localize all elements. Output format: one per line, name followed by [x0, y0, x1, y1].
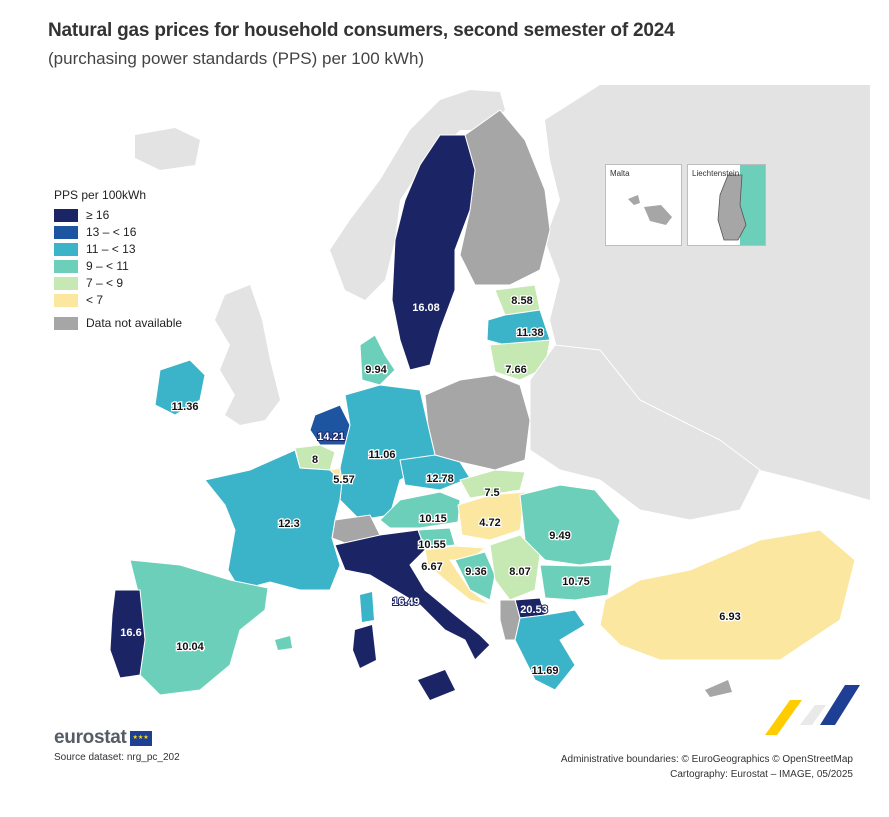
value-label-netherlands: 14.21	[317, 431, 345, 443]
legend-label: < 7	[86, 293, 104, 307]
legend-swatch	[54, 293, 78, 307]
value-label-germany: 11.06	[369, 449, 396, 461]
value-label-croatia: 6.67	[421, 561, 442, 573]
denmark-shape	[359, 334, 396, 386]
value-label-denmark: 9.94	[365, 364, 387, 376]
italy-shape	[334, 529, 491, 661]
legend-label: 11 – < 13	[86, 242, 136, 256]
hungary-shape	[457, 491, 526, 541]
value-label-sweden: 16.08	[412, 302, 440, 314]
legend-label: 7 – < 9	[86, 276, 124, 290]
greece-shape	[514, 609, 586, 691]
boundaries-credit: Administrative boundaries: © EuroGeograp…	[560, 754, 853, 765]
malta-shape-svg	[628, 195, 672, 225]
sardinia-shape	[353, 625, 376, 668]
value-label-hungary: 4.72	[479, 517, 500, 529]
inset-liechtenstein: Liechtenstein	[687, 164, 766, 246]
value-label-romania: 9.49	[549, 530, 570, 542]
legend-item-na: Data not available	[54, 315, 182, 331]
legend-swatch	[54, 208, 78, 222]
value-label-slovakia: 7.5	[484, 487, 499, 499]
poland-shape	[424, 374, 531, 471]
value-label-lithuania: 7.66	[505, 364, 526, 376]
eu-flag-icon: ★★★	[129, 730, 152, 746]
value-label-belgium: 8	[312, 454, 318, 466]
value-label-ireland: 11.36	[172, 401, 199, 413]
legend-swatch	[54, 225, 78, 239]
value-label-serbia: 8.07	[509, 566, 530, 578]
value-label-portugal: 16.6	[120, 627, 141, 639]
norway-shape	[330, 90, 505, 300]
legend-label: 13 – < 16	[86, 225, 137, 239]
inset-malta: Malta	[605, 164, 682, 246]
value-label-czechia: 12.78	[426, 473, 454, 485]
legend-label: 9 – < 11	[86, 259, 129, 273]
value-label-bosnia: 9.36	[465, 566, 486, 578]
legend-swatch	[54, 259, 78, 273]
value-label-luxembourg: 5.57	[333, 474, 354, 486]
balearic-shape	[275, 636, 292, 650]
legend-item-16-plus: ≥ 16	[54, 207, 182, 223]
slovakia-shape	[459, 469, 526, 499]
romania-shape	[519, 484, 621, 566]
value-label-slovenia: 10.55	[418, 539, 446, 551]
value-label-north-macedonia: 20.53	[520, 604, 548, 616]
inset-label-liechtenstein: Liechtenstein	[692, 169, 740, 178]
source-dataset: Source dataset: nrg_pc_202	[54, 752, 180, 763]
legend-item-11-13: 11 – < 13	[54, 241, 182, 257]
value-label-turkey: 6.93	[719, 611, 740, 623]
cyprus-shape	[705, 680, 732, 697]
legend-title: PPS per 100kWh	[54, 188, 147, 202]
value-label-austria: 10.15	[419, 513, 447, 525]
legend-swatch	[54, 242, 78, 256]
legend-item-13-16: 13 – < 16	[54, 224, 182, 240]
legend-label: Data not available	[86, 316, 183, 330]
sicily-shape	[418, 670, 455, 700]
eurostat-wordmark: eurostat	[54, 727, 127, 748]
liechtenstein-shape-svg	[717, 165, 765, 245]
serbia-shape	[489, 534, 541, 601]
legend-swatch	[54, 316, 78, 330]
legend-item-7-9: 7 – < 9	[54, 275, 182, 291]
belarus-ukraine-shape	[529, 344, 761, 521]
cartography-credit: Cartography: Eurostat – IMAGE, 05/2025	[670, 769, 853, 780]
credits: Administrative boundaries: © EuroGeograp…	[561, 752, 853, 782]
eurostat-corner-mark-icon	[765, 685, 860, 735]
uk-shape	[215, 285, 280, 425]
legend-item-9-11: 9 – < 11	[54, 258, 182, 274]
ireland-shape	[154, 359, 206, 416]
portugal-shape	[109, 589, 146, 679]
value-label-bulgaria: 10.75	[562, 576, 590, 588]
value-label-spain: 10.04	[176, 641, 204, 653]
iceland-shape	[135, 128, 200, 170]
value-label-france: 12.3	[278, 518, 299, 530]
eurostat-logo: eurostat ★★★	[54, 727, 152, 749]
corsica-shape	[360, 592, 374, 622]
bulgaria-shape	[539, 564, 613, 601]
value-label-italy: 16.49	[392, 596, 420, 608]
legend: PPS per 100kWh ≥ 16 13 – < 16 11 – < 13 …	[54, 188, 182, 332]
bosnia-shape	[454, 551, 496, 601]
map-subtitle: (purchasing power standards (PPS) per 10…	[48, 49, 425, 68]
map-title: Natural gas prices for household consume…	[48, 20, 675, 41]
value-label-estonia: 8.58	[511, 295, 532, 307]
legend-swatch	[54, 276, 78, 290]
france-shape	[204, 449, 343, 591]
value-label-greece: 11.69	[532, 665, 559, 677]
value-label-latvia: 11.38	[517, 327, 544, 339]
lithuania-shape	[489, 339, 551, 381]
legend-label: ≥ 16	[86, 208, 110, 222]
inset-label-malta: Malta	[610, 169, 630, 178]
turkey-shape	[599, 529, 856, 661]
legend-item-under-7: < 7	[54, 292, 182, 308]
sweden-shape	[391, 134, 476, 371]
